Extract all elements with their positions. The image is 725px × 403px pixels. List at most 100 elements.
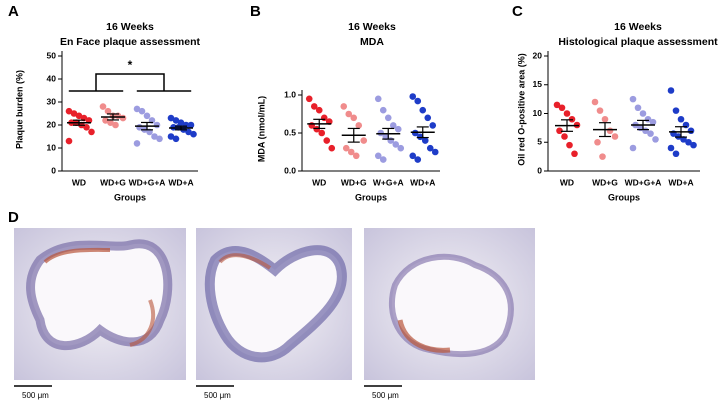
panel-letter: B xyxy=(250,3,261,20)
data-point xyxy=(414,97,422,105)
data-point xyxy=(634,104,642,112)
x-tick-label: WD xyxy=(312,177,326,187)
scale-label: 500 μm xyxy=(22,391,49,400)
data-point xyxy=(119,114,127,122)
data-point xyxy=(377,129,385,137)
data-point xyxy=(672,150,680,158)
x-tick-label: WD+G xyxy=(341,177,367,187)
data-point xyxy=(187,121,195,129)
data-point xyxy=(112,121,119,129)
data-point xyxy=(167,133,175,140)
y-tick-label: 0 xyxy=(537,165,542,175)
data-point xyxy=(342,144,350,152)
data-point xyxy=(677,115,685,123)
panel-letter: D xyxy=(8,209,19,226)
data-point xyxy=(305,95,313,103)
vessel-wall xyxy=(26,239,173,351)
data-point xyxy=(426,144,434,152)
y-tick-label: 30 xyxy=(47,96,57,106)
significance-label: * xyxy=(128,58,133,72)
data-point xyxy=(397,144,405,152)
y-tick-label: 50 xyxy=(47,50,57,60)
data-point xyxy=(606,127,614,135)
data-point xyxy=(172,135,180,143)
data-point xyxy=(65,137,73,145)
data-point xyxy=(318,129,326,137)
data-point xyxy=(379,106,387,114)
data-point xyxy=(392,141,400,148)
data-point xyxy=(394,125,402,133)
y-tick-label: 20 xyxy=(47,119,57,129)
data-point xyxy=(345,110,353,118)
data-point xyxy=(629,95,637,103)
data-point xyxy=(649,118,657,126)
plaque-stain xyxy=(397,319,451,353)
y-tick-label: 10 xyxy=(533,108,543,118)
y-tick-label: 1.0 xyxy=(284,89,296,99)
y-axis-label: Plaque burden (%) xyxy=(14,70,24,149)
data-point xyxy=(99,103,107,110)
y-tick-label: 20 xyxy=(533,50,543,60)
scale-label: 500 μm xyxy=(372,391,399,400)
data-point xyxy=(151,133,158,140)
data-point xyxy=(374,95,382,103)
data-point xyxy=(88,128,95,136)
vessel-wall xyxy=(204,245,347,363)
data-point xyxy=(563,110,571,117)
x-tick-label: WD xyxy=(72,177,86,187)
data-point xyxy=(389,122,397,129)
x-tick-label: WD+G xyxy=(100,177,126,187)
y-tick-label: 0.5 xyxy=(284,127,296,137)
panel-letter: C xyxy=(512,3,523,20)
data-point xyxy=(70,110,78,117)
data-point xyxy=(409,93,417,100)
data-point xyxy=(639,110,647,117)
y-axis-label: Oil red O-positive area (%) xyxy=(516,53,526,166)
data-point xyxy=(138,107,146,115)
x-tick-label: WD+G+A xyxy=(129,177,166,187)
histology-images xyxy=(14,228,535,380)
data-point xyxy=(352,152,360,160)
data-point xyxy=(431,148,439,156)
y-tick-label: 10 xyxy=(47,142,57,152)
data-point xyxy=(102,117,109,124)
data-point xyxy=(556,127,563,135)
data-point xyxy=(672,107,680,114)
panel-letter: A xyxy=(8,3,19,20)
chart-title: En Face plaque assessment xyxy=(60,36,201,48)
data-point xyxy=(156,135,163,143)
scale-label: 500 μm xyxy=(204,391,231,400)
data-point xyxy=(566,141,573,149)
plaque-stain xyxy=(129,299,156,347)
data-point xyxy=(690,141,697,149)
data-point xyxy=(379,156,387,163)
data-point xyxy=(411,129,419,137)
chart-title: 16 Weeks xyxy=(614,21,662,33)
data-point xyxy=(172,117,180,124)
data-point xyxy=(596,107,604,114)
x-tick-label: WD+A xyxy=(410,177,435,187)
chart-title: 16 Weeks xyxy=(348,21,396,33)
data-point xyxy=(310,103,318,110)
data-point xyxy=(652,136,659,143)
data-point xyxy=(347,148,355,156)
data-point xyxy=(374,152,382,160)
data-point xyxy=(429,122,437,129)
x-tick-label: WD xyxy=(560,177,574,187)
data-point xyxy=(599,153,606,160)
data-point xyxy=(558,104,566,112)
data-point xyxy=(414,156,422,163)
y-tick-label: 0 xyxy=(51,165,56,175)
data-point xyxy=(340,103,348,110)
chart-title: 16 Weeks xyxy=(106,21,154,33)
data-point xyxy=(65,107,73,115)
data-point xyxy=(133,140,141,147)
data-point xyxy=(561,133,568,140)
data-point xyxy=(685,138,692,146)
y-tick-label: 40 xyxy=(47,73,57,83)
data-point xyxy=(629,144,637,152)
data-point xyxy=(355,122,363,129)
data-point xyxy=(667,87,675,94)
x-tick-label: WD+G xyxy=(592,177,618,187)
